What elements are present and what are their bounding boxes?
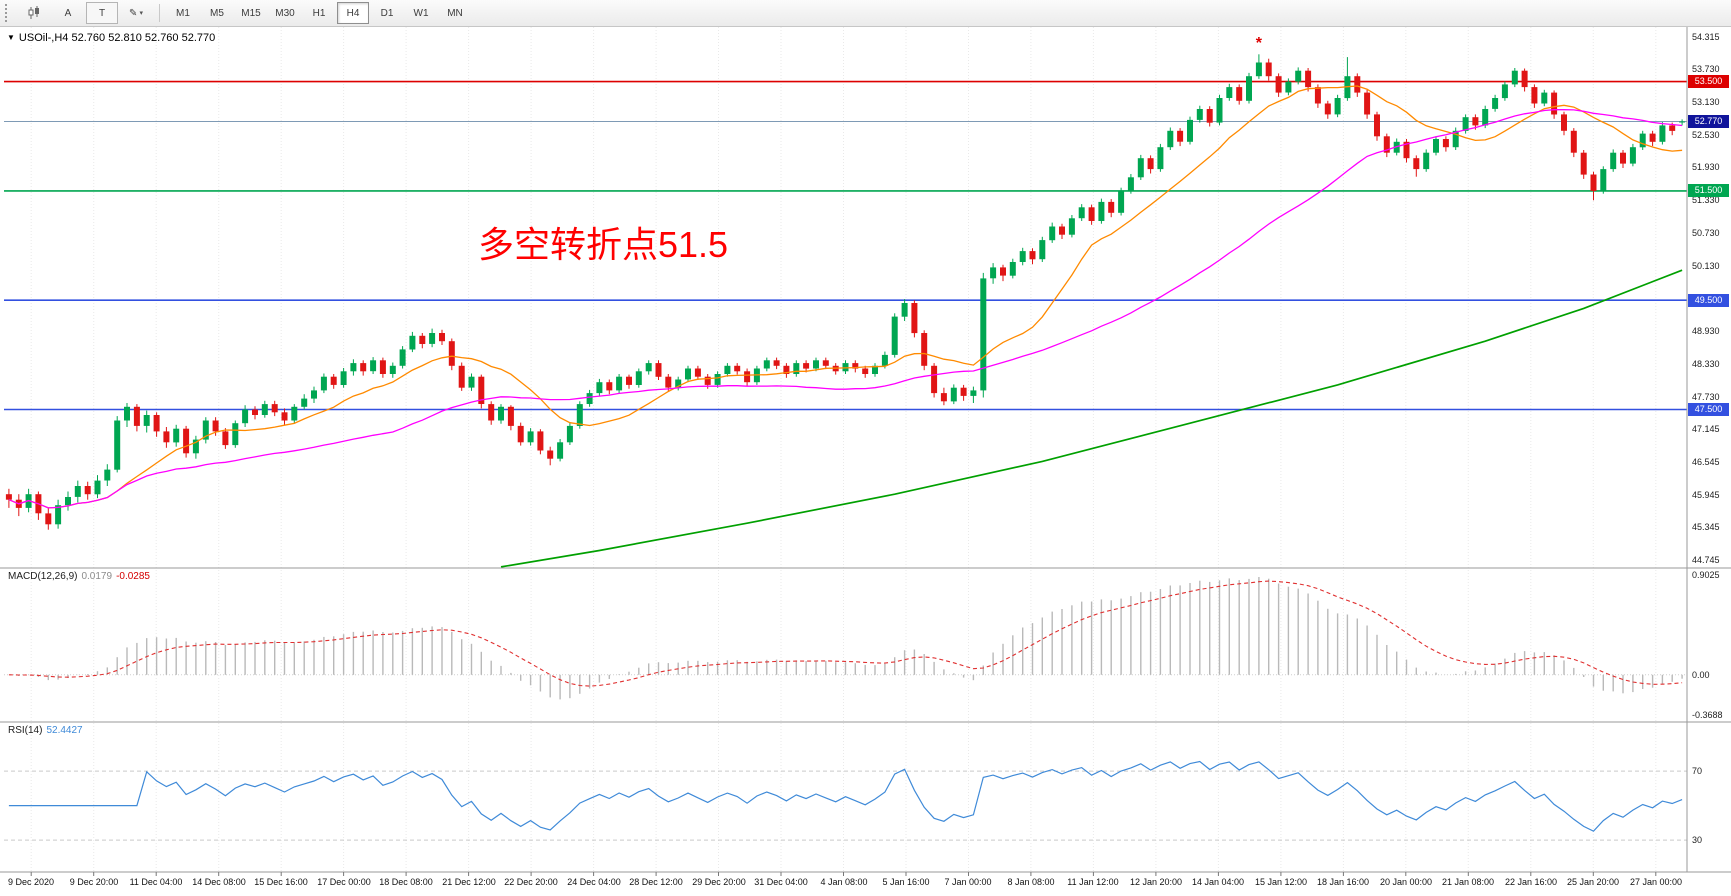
- time-label: 20 Jan 00:00: [1379, 877, 1433, 887]
- chart-annotation: 多空转折点51.5: [478, 224, 729, 265]
- time-label: 14 Dec 08:00: [192, 877, 246, 887]
- time-label: 24 Dec 04:00: [567, 877, 621, 887]
- timeframe-w1[interactable]: W1: [413, 7, 429, 19]
- timeframe-toolbar: M1 M5 M15 M30 H1 H4 D1 W1 MN: [166, 2, 472, 24]
- macd-axis-max: 0.9025: [1692, 570, 1720, 580]
- price-line-badge: 47.500: [1688, 403, 1729, 416]
- symbol-label: USOil-,H4: [18, 32, 69, 44]
- time-label: 15 Jan 12:00: [1254, 877, 1308, 887]
- chevron-down-icon: ▾: [139, 10, 143, 17]
- draw-tools-button[interactable]: ✎ ▾: [120, 2, 152, 24]
- time-label: 18 Dec 08:00: [379, 877, 433, 887]
- time-label: 28 Dec 12:00: [629, 877, 683, 887]
- time-label: 27 Jan 00:00: [1629, 877, 1683, 887]
- time-label: 21 Dec 12:00: [442, 877, 496, 887]
- symbol-dropdown-icon[interactable]: ▼: [7, 33, 15, 42]
- timeframe-h4[interactable]: H4: [337, 2, 369, 24]
- price-tick: 53.730: [1692, 64, 1720, 74]
- toolbar: A T ✎ ▾ M1 M5 M15 M30 H1 H4 D1 W1 MN: [0, 0, 1731, 27]
- time-label: 25 Jan 20:00: [1566, 877, 1620, 887]
- pencil-icon: ✎: [129, 7, 138, 19]
- price-tick: 54.315: [1692, 32, 1720, 42]
- timeframe-h1[interactable]: H1: [312, 7, 326, 19]
- time-label: 18 Jan 16:00: [1316, 877, 1370, 887]
- time-label: 8 Jan 08:00: [1007, 877, 1055, 887]
- price-tick: 48.930: [1692, 326, 1720, 336]
- chart-header: ▼ USOil-,H4 52.760 52.810 52.760 52.770: [7, 32, 215, 44]
- chart-type-button[interactable]: [18, 2, 50, 24]
- time-label: 14 Jan 04:00: [1191, 877, 1245, 887]
- price-tick: 45.345: [1692, 522, 1720, 532]
- time-label: 11 Dec 04:00: [129, 877, 183, 887]
- price-tick: 47.730: [1692, 392, 1720, 402]
- price-tick: 53.130: [1692, 97, 1720, 107]
- timeframe-m1[interactable]: M1: [176, 7, 190, 19]
- macd-label: MACD(12,26,9) 0.0179 -0.0285: [8, 571, 150, 582]
- time-label: 22 Jan 16:00: [1504, 877, 1558, 887]
- time-label: 11 Jan 12:00: [1067, 877, 1119, 887]
- time-label: 29 Dec 20:00: [692, 877, 746, 887]
- time-label: 12 Jan 20:00: [1129, 877, 1183, 887]
- price-line-badge: 51.500: [1688, 184, 1729, 197]
- timeframe-m30[interactable]: M30: [275, 7, 295, 19]
- svg-text:*: *: [1256, 35, 1263, 52]
- macd-axis-min: -0.3688: [1692, 710, 1723, 720]
- rsi-name: RSI(14): [8, 725, 43, 736]
- macd-name: MACD(12,26,9): [8, 571, 78, 582]
- price-tick: 52.530: [1692, 130, 1720, 140]
- timeframe-d1[interactable]: D1: [380, 7, 394, 19]
- toolbar-grip[interactable]: [5, 4, 11, 22]
- time-label: 4 Jan 08:00: [820, 877, 868, 887]
- price-tick: 45.945: [1692, 490, 1720, 500]
- price-tick: 44.745: [1692, 555, 1720, 565]
- price-tick: 50.730: [1692, 228, 1720, 238]
- time-label: 9 Dec 2020: [7, 877, 55, 887]
- rsi-value: 52.4427: [46, 725, 83, 736]
- rsi-axis-30: 30: [1692, 835, 1703, 845]
- timeframe-m5[interactable]: M5: [210, 7, 224, 19]
- macd-value: 0.0179: [81, 571, 113, 582]
- macd-signal-value: -0.0285: [116, 571, 150, 582]
- price-line-badge: 49.500: [1688, 294, 1729, 307]
- price-tick: 51.330: [1692, 195, 1720, 205]
- time-label: 7 Jan 00:00: [944, 877, 992, 887]
- text-tool-button[interactable]: T: [86, 2, 118, 24]
- timeframe-mn[interactable]: MN: [447, 7, 463, 19]
- time-label: 9 Dec 20:00: [69, 877, 119, 887]
- macd-axis-zero: 0.00: [1692, 670, 1710, 680]
- toolbar-separator: [159, 4, 160, 22]
- label-tool-button[interactable]: A: [64, 7, 72, 19]
- price-tick: 51.930: [1692, 162, 1720, 172]
- price-line-badge: 53.500: [1688, 75, 1729, 88]
- time-label: 31 Dec 04:00: [754, 877, 808, 887]
- rsi-label: RSI(14) 52.4427: [8, 725, 83, 736]
- timeframe-m15[interactable]: M15: [241, 7, 261, 19]
- time-label: 21 Jan 08:00: [1441, 877, 1495, 887]
- price-tick: 48.330: [1692, 359, 1720, 369]
- time-label: 22 Dec 20:00: [504, 877, 558, 887]
- rsi-axis-70: 70: [1692, 766, 1703, 776]
- price-tick: 47.145: [1692, 424, 1720, 434]
- price-tick: 50.130: [1692, 261, 1720, 271]
- candlestick-chart-icon: [28, 6, 39, 19]
- ohlc-readout: 52.760 52.810 52.760 52.770: [71, 32, 216, 44]
- time-label: 5 Jan 16:00: [882, 877, 930, 887]
- time-label: 17 Dec 00:00: [317, 877, 371, 887]
- time-label: 15 Dec 16:00: [254, 877, 308, 887]
- current-price-badge: 52.770: [1688, 115, 1729, 128]
- price-tick: 46.545: [1692, 457, 1720, 467]
